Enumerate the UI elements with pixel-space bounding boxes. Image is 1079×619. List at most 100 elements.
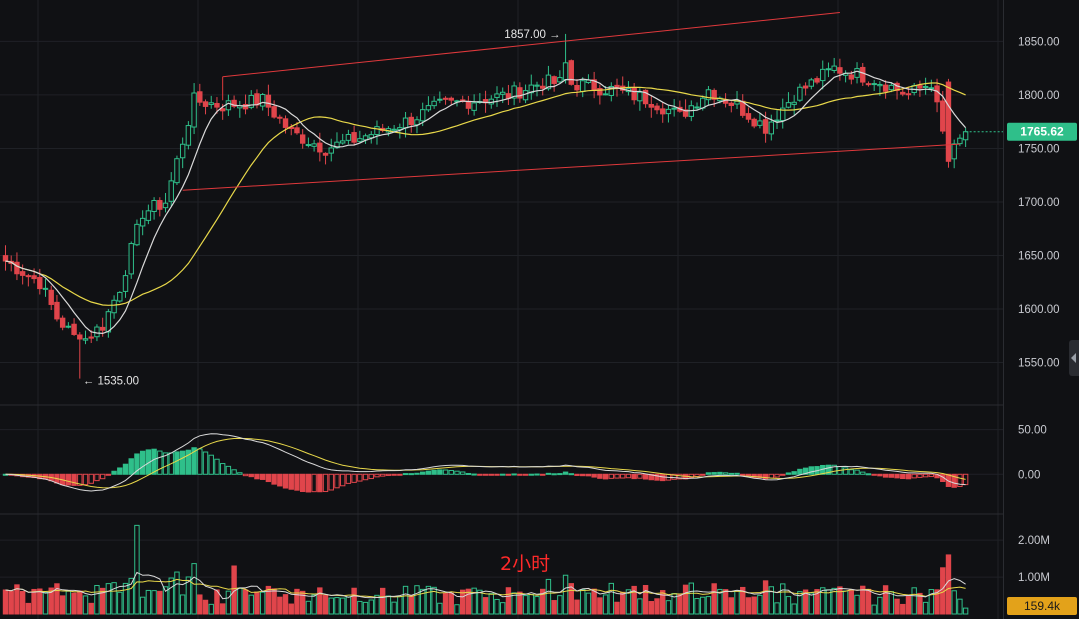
candle-body	[277, 116, 283, 119]
macd-histogram-bar	[568, 473, 574, 476]
volume-bar	[637, 598, 643, 615]
volume-bar	[37, 588, 43, 615]
candle-body	[111, 299, 117, 314]
volume-bar	[437, 602, 443, 615]
macd-histogram-bar	[688, 473, 694, 478]
macd-histogram-bar	[808, 466, 815, 475]
macd-histogram-bar	[877, 473, 883, 477]
volume-bar	[157, 590, 163, 615]
macd-histogram-bar	[854, 469, 860, 475]
macd-histogram-bar	[602, 473, 609, 480]
volume-bar	[151, 590, 157, 615]
volume-bar	[768, 586, 775, 615]
candle-body	[437, 98, 443, 101]
candle-body	[837, 67, 843, 74]
volume-bar	[317, 587, 323, 615]
candle-body	[397, 127, 403, 131]
price-axis-label: 1850.00	[1018, 36, 1060, 48]
candle-body	[299, 134, 306, 144]
macd-histogram-bar	[94, 473, 100, 482]
candle-body	[42, 287, 49, 290]
macd-histogram-bar	[940, 473, 946, 482]
low-price-annotation: ← 1535.00	[83, 376, 139, 388]
candle-body	[271, 106, 277, 118]
macd-histogram-bar	[88, 473, 94, 484]
macd-histogram-bar	[294, 473, 300, 491]
volume-bar	[94, 585, 100, 615]
candle-body	[540, 85, 546, 89]
macd-histogram-bar	[259, 473, 266, 480]
macd-histogram-bar	[677, 473, 683, 480]
volume-bar	[168, 577, 174, 615]
candle-body	[185, 125, 192, 146]
candle-body	[871, 83, 877, 86]
volume-bar	[551, 600, 557, 615]
candle-body	[14, 261, 20, 275]
volume-bar	[19, 591, 26, 615]
candle-body	[231, 99, 237, 107]
candle-body	[242, 104, 249, 110]
candle-body	[648, 104, 654, 108]
macd-histogram-bar	[860, 471, 866, 475]
candle-body	[751, 118, 757, 127]
candle-body	[134, 223, 140, 246]
macd-histogram-bar	[848, 469, 855, 475]
volume-bar	[259, 591, 266, 615]
macd-histogram-bar	[242, 473, 249, 477]
candle-body	[820, 68, 826, 82]
volume-bar	[700, 596, 706, 615]
macd-histogram-bar	[391, 473, 397, 476]
candles	[2, 33, 969, 379]
candle-body	[19, 271, 26, 276]
macd-histogram-bar	[802, 467, 809, 475]
macd-histogram-bar	[871, 473, 877, 476]
macd-histogram-bar	[431, 469, 437, 475]
volume-bar	[591, 588, 597, 615]
candle-body	[345, 133, 352, 141]
volume-bar	[14, 584, 20, 615]
annotations: 1857.00 → ← 1535.00	[83, 29, 561, 388]
candle-body	[517, 87, 523, 99]
macd-histogram-bar	[425, 470, 432, 475]
macd-histogram-bar	[625, 473, 632, 479]
volume-bar	[740, 586, 746, 615]
candle-body	[928, 87, 935, 90]
candle-body	[580, 80, 586, 92]
volume-bar	[277, 596, 283, 615]
candle-body	[59, 317, 66, 328]
side-panel-handle[interactable]	[1069, 340, 1079, 376]
volume-bar	[705, 596, 712, 615]
candle-body	[99, 326, 106, 331]
macd-axis-label: 0.00	[1018, 469, 1040, 481]
macd-histogram-bar	[197, 448, 203, 475]
candle-body	[31, 275, 37, 280]
macd-histogram-bar	[962, 473, 969, 486]
candle-body	[797, 86, 803, 101]
macd-histogram-bar	[271, 473, 277, 485]
macd-histogram-bar	[322, 473, 329, 493]
macd-histogram-bar	[345, 473, 352, 484]
volume-bar	[179, 594, 186, 615]
macd-histogram-bar	[305, 473, 312, 493]
macd-histogram-bar	[351, 473, 357, 483]
macd-histogram-bar	[534, 473, 540, 476]
candle-body	[814, 78, 820, 83]
volume-bar	[88, 602, 94, 615]
macd-histogram-bar	[597, 473, 603, 479]
macd-histogram-bar	[237, 472, 243, 475]
macd-histogram-bar	[482, 473, 489, 476]
macd-histogram-bar	[842, 467, 849, 475]
candle-body	[265, 94, 272, 108]
macd-histogram-bar	[448, 469, 454, 475]
volume-bar	[185, 576, 192, 615]
candle-body	[551, 76, 557, 84]
volume-bar	[825, 589, 832, 615]
volume-bar	[305, 600, 312, 615]
macd-histogram-bar	[888, 473, 895, 478]
volume-bar	[774, 602, 780, 615]
volume-bar	[888, 591, 895, 615]
macd-histogram-bar	[654, 473, 660, 481]
volume-bar	[762, 580, 769, 615]
